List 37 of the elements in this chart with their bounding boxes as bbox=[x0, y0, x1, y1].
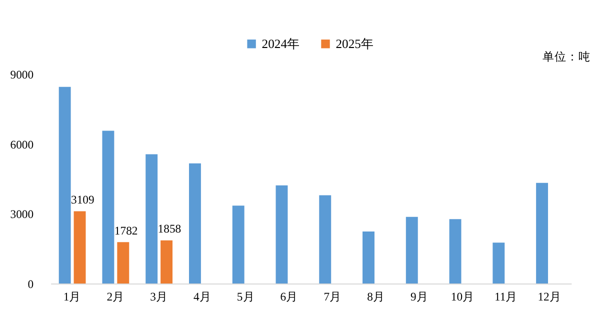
x-tick-label: 12月 bbox=[538, 290, 562, 304]
bar bbox=[449, 219, 462, 284]
data-label: 1858 bbox=[158, 222, 182, 236]
bar bbox=[232, 206, 244, 284]
x-tick-label: 7月 bbox=[324, 290, 342, 304]
x-tick-label: 3月 bbox=[150, 290, 168, 304]
bar bbox=[102, 130, 114, 284]
data-label: 1782 bbox=[114, 224, 138, 238]
bar bbox=[117, 242, 130, 284]
bar bbox=[188, 163, 201, 284]
bar bbox=[74, 211, 86, 284]
y-tick-label: 9000 bbox=[10, 68, 34, 82]
x-tick-label: 4月 bbox=[194, 290, 212, 304]
x-tick-label: 5月 bbox=[236, 290, 255, 304]
data-label: 3109 bbox=[71, 193, 95, 206]
bar bbox=[406, 216, 418, 284]
y-tick-label: 3000 bbox=[10, 208, 34, 222]
x-tick-label: 11月 bbox=[494, 290, 518, 304]
bar bbox=[58, 86, 71, 284]
y-tick-label: 0 bbox=[28, 278, 34, 291]
legend-label: 2024年 bbox=[262, 36, 300, 51]
x-tick-label: 2月 bbox=[106, 290, 125, 304]
bar bbox=[319, 195, 332, 284]
x-tick-label: 6月 bbox=[280, 290, 298, 304]
text: 单位：吨 bbox=[542, 50, 591, 64]
bar bbox=[362, 231, 374, 284]
bar bbox=[492, 242, 505, 284]
bar bbox=[536, 182, 548, 284]
x-tick-label: 9月 bbox=[410, 290, 428, 304]
bar bbox=[276, 185, 288, 284]
legend-label: 2025年 bbox=[336, 36, 374, 51]
y-tick-label: 6000 bbox=[10, 138, 34, 152]
x-tick-label: 8月 bbox=[367, 290, 385, 304]
x-tick-label: 1月 bbox=[63, 290, 82, 304]
bar bbox=[146, 154, 158, 284]
x-tick-label: 10月 bbox=[450, 290, 475, 304]
bar bbox=[160, 240, 173, 284]
